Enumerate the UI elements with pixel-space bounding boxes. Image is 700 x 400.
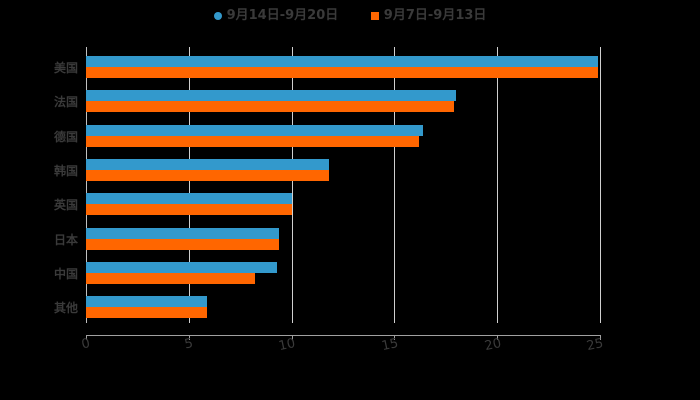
y-category-label: 法国: [53, 95, 78, 110]
grid-line: [291, 47, 293, 323]
chart-legend: 9月14日-9月20日 9月7日-9月13日: [0, 4, 700, 23]
x-tick: [86, 335, 87, 340]
legend-label-series2: 9月7日-9月13日: [383, 8, 487, 23]
x-tick-label: 15: [380, 336, 400, 355]
bar-series2[interactable]: [86, 238, 280, 250]
x-tick-label: 0: [79, 336, 92, 353]
bar-series2[interactable]: [86, 67, 598, 78]
bar-series1[interactable]: [86, 227, 280, 239]
bar-series2[interactable]: [86, 169, 329, 181]
y-category-label: 中国: [53, 266, 78, 281]
y-category-label: 美国: [53, 61, 78, 75]
bar-series1[interactable]: [86, 158, 329, 170]
legend-label-series1: 9月14日-9月20日: [226, 8, 339, 23]
legend-circle-icon: [213, 11, 222, 20]
y-category-label: 德国: [53, 129, 78, 144]
x-tick: [188, 335, 190, 340]
x-tick: [600, 335, 601, 340]
x-tick: [291, 335, 293, 340]
x-tick: [394, 335, 396, 340]
grid-line: [394, 47, 396, 323]
bar-series1[interactable]: [86, 56, 598, 67]
legend-item-series2[interactable]: 9月7日-9月13日: [370, 4, 487, 23]
y-category-label: 英国: [53, 198, 78, 213]
grid-line: [497, 47, 499, 323]
x-tick-label: 25: [585, 336, 606, 355]
bar-series2[interactable]: [86, 307, 208, 319]
grid-line: [600, 47, 601, 323]
bar-series2[interactable]: [86, 135, 420, 147]
x-tick: [497, 335, 499, 340]
bar-series1[interactable]: [86, 193, 292, 205]
y-axis-line: [86, 47, 87, 323]
bar-series1[interactable]: [86, 124, 424, 136]
x-tick-label: 20: [483, 336, 503, 355]
bar-series1[interactable]: [86, 261, 278, 273]
bar-series2[interactable]: [86, 101, 455, 113]
legend-square-icon: [370, 11, 379, 20]
bar-series2[interactable]: [86, 272, 255, 284]
x-tick-label: 10: [277, 336, 297, 355]
legend-item-series1[interactable]: 9月14日-9月20日: [213, 4, 339, 23]
y-category-label: 韩国: [53, 163, 78, 178]
grid-line: [188, 47, 190, 323]
bar-series2[interactable]: [86, 204, 292, 216]
x-axis-line: [86, 335, 600, 336]
bar-series1[interactable]: [86, 296, 208, 308]
y-category-label: 其他: [53, 301, 78, 316]
y-category-label: 日本: [53, 232, 78, 247]
x-tick-label: 5: [182, 336, 194, 353]
bar-series1[interactable]: [86, 90, 457, 102]
